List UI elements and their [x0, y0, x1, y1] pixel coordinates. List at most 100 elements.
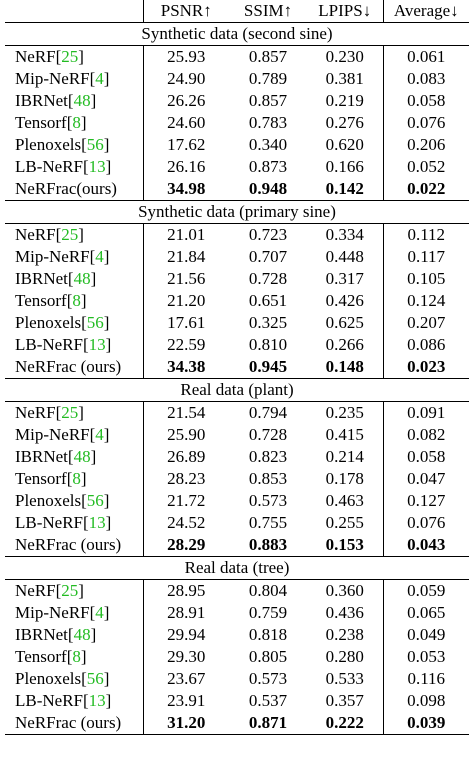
method-name: LB-NeRF — [15, 513, 83, 532]
table-row: Mip-NeRF[4] 21.84 0.707 0.448 0.117 — [5, 246, 469, 268]
method-name: NeRFrac (ours) — [15, 713, 122, 732]
table-row: NeRFrac (ours) 28.29 0.883 0.153 0.043 — [5, 534, 469, 557]
average-value: 0.023 — [383, 356, 469, 379]
citation-bracket: ] — [105, 335, 112, 354]
citation-link[interactable]: 4 — [95, 247, 104, 266]
citation-link[interactable]: 8 — [72, 469, 81, 488]
table-row: IBRNet[48] 26.89 0.823 0.214 0.058 — [5, 446, 469, 468]
citation-link[interactable]: 56 — [86, 135, 104, 154]
citation-link[interactable]: 8 — [72, 647, 81, 666]
citation-bracket: [ — [81, 313, 87, 332]
citation-link[interactable]: 4 — [95, 425, 104, 444]
lpips-value: 0.426 — [307, 290, 384, 312]
citation-link[interactable]: 13 — [88, 157, 106, 176]
table-row: LB-NeRF[13] 24.52 0.755 0.255 0.076 — [5, 512, 469, 534]
citation-link[interactable]: 13 — [88, 691, 106, 710]
method-name: NeRF — [15, 47, 56, 66]
lpips-value: 0.317 — [307, 268, 384, 290]
citation-bracket: ] — [105, 157, 112, 176]
table-body: Synthetic data (second sine) NeRF[25] 25.9… — [5, 22, 469, 735]
header-psnr: PSNR↑ — [143, 0, 229, 23]
citation-link[interactable]: 25 — [61, 581, 79, 600]
method-cell: NeRFrac (ours) — [5, 534, 144, 557]
average-value: 0.116 — [407, 669, 446, 688]
citation-link[interactable]: 8 — [72, 291, 81, 310]
citation-link[interactable]: 56 — [86, 491, 104, 510]
ssim-value: 0.804 — [248, 581, 288, 600]
table-row: Mip-NeRF[4] 25.90 0.728 0.415 0.082 — [5, 424, 469, 446]
citation-bracket: ] — [90, 447, 97, 466]
citation-bracket: ] — [103, 135, 110, 154]
table-row: NeRFrac (ours) 31.20 0.871 0.222 0.039 — [5, 712, 469, 735]
citation-bracket: [ — [83, 157, 89, 176]
table-row: Plenoxels[56] 21.72 0.573 0.463 0.127 — [5, 490, 469, 512]
psnr-value: 26.89 — [167, 447, 206, 466]
citation-link[interactable]: 25 — [61, 225, 79, 244]
citation-bracket: ] — [103, 69, 110, 88]
citation-link[interactable]: 8 — [72, 113, 81, 132]
lpips-value: 0.448 — [307, 246, 384, 268]
ssim-value: 0.857 — [248, 47, 288, 66]
table-row: NeRF[25] 25.93 0.857 0.230 0.061 — [5, 45, 469, 68]
table-row: NeRFrac(ours) 34.98 0.948 0.142 0.022 — [5, 178, 469, 201]
ssim-value: 0.853 — [248, 469, 288, 488]
citation-link[interactable]: 48 — [73, 91, 91, 110]
table-row: Plenoxels[56] 17.62 0.340 0.620 0.206 — [5, 134, 469, 156]
citation-link[interactable]: 48 — [73, 269, 91, 288]
citation-bracket: ] — [103, 603, 110, 622]
psnr-value: 34.98 — [143, 178, 229, 201]
citation-link[interactable]: 25 — [61, 403, 79, 422]
citation-bracket: ] — [103, 247, 110, 266]
average-value: 0.098 — [407, 691, 446, 710]
method-name: NeRF — [15, 581, 56, 600]
citation-link[interactable]: 56 — [86, 669, 104, 688]
method-name: NeRF — [15, 225, 56, 244]
method-name: LB-NeRF — [15, 335, 83, 354]
psnr-value: 28.29 — [143, 534, 229, 557]
lpips-value: 0.219 — [307, 90, 384, 112]
citation-link[interactable]: 48 — [73, 447, 91, 466]
method-name: LB-NeRF — [15, 691, 83, 710]
method-name: IBRNet — [15, 625, 68, 644]
lpips-value: 0.276 — [307, 112, 384, 134]
method-cell: NeRF[25] — [5, 401, 144, 424]
citation-link[interactable]: 4 — [95, 603, 104, 622]
ssim-value: 0.794 — [248, 403, 288, 422]
citation-link[interactable]: 4 — [95, 69, 104, 88]
ssim-value: 0.871 — [229, 712, 307, 735]
psnr-value: 17.62 — [167, 135, 206, 154]
table-row: IBRNet[48] 29.94 0.818 0.238 0.049 — [5, 624, 469, 646]
lpips-value: 0.153 — [307, 534, 384, 557]
psnr-value: 29.94 — [167, 625, 206, 644]
average-value: 0.083 — [407, 69, 446, 88]
average-value: 0.039 — [383, 712, 469, 735]
method-cell: Plenoxels[56] — [5, 490, 144, 512]
method-name: Tensorf — [15, 113, 67, 132]
average-value: 0.059 — [407, 581, 446, 600]
psnr-value: 24.60 — [167, 113, 206, 132]
lpips-value: 0.142 — [307, 178, 384, 201]
lpips-value: 0.255 — [307, 512, 384, 534]
ssim-value: 0.823 — [248, 447, 288, 466]
section-header: Real data (plant) — [5, 378, 469, 402]
citation-link[interactable]: 25 — [61, 47, 79, 66]
header-lpips: LPIPS↓ — [307, 0, 384, 23]
method-cell: Tensorf[8] — [5, 646, 144, 668]
method-name: NeRFrac(ours) — [15, 179, 117, 198]
table-row: Tensorf[8] 29.30 0.805 0.280 0.053 — [5, 646, 469, 668]
citation-link[interactable]: 13 — [88, 513, 106, 532]
citation-bracket: [ — [81, 135, 87, 154]
method-cell: IBRNet[48] — [5, 268, 144, 290]
citation-bracket: ] — [90, 625, 97, 644]
citation-bracket: [ — [55, 581, 62, 600]
lpips-value: 0.166 — [307, 156, 384, 178]
citation-link[interactable]: 56 — [86, 313, 104, 332]
header-row: PSNR↑ SSIM↑ LPIPS↓ Average↓ — [5, 0, 469, 23]
table-row: Plenoxels[56] 23.67 0.573 0.533 0.116 — [5, 668, 469, 690]
citation-bracket: [ — [89, 69, 96, 88]
average-value: 0.091 — [407, 403, 446, 422]
citation-link[interactable]: 48 — [73, 625, 91, 644]
method-cell: NeRFrac(ours) — [5, 178, 144, 201]
citation-link[interactable]: 13 — [88, 335, 106, 354]
ssim-value: 0.789 — [248, 69, 288, 88]
